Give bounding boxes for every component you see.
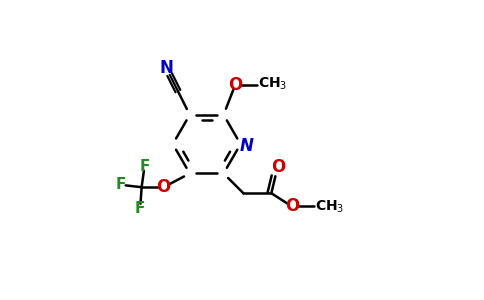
Text: O: O: [228, 76, 242, 94]
Text: O: O: [285, 197, 299, 215]
Text: N: N: [160, 59, 173, 77]
Text: O: O: [157, 178, 171, 196]
Text: F: F: [116, 177, 126, 192]
Text: O: O: [271, 158, 285, 176]
Text: CH$_3$: CH$_3$: [315, 198, 344, 215]
Text: N: N: [240, 136, 253, 154]
Text: F: F: [139, 158, 150, 173]
Text: F: F: [135, 201, 145, 216]
Text: CH$_3$: CH$_3$: [258, 76, 287, 92]
